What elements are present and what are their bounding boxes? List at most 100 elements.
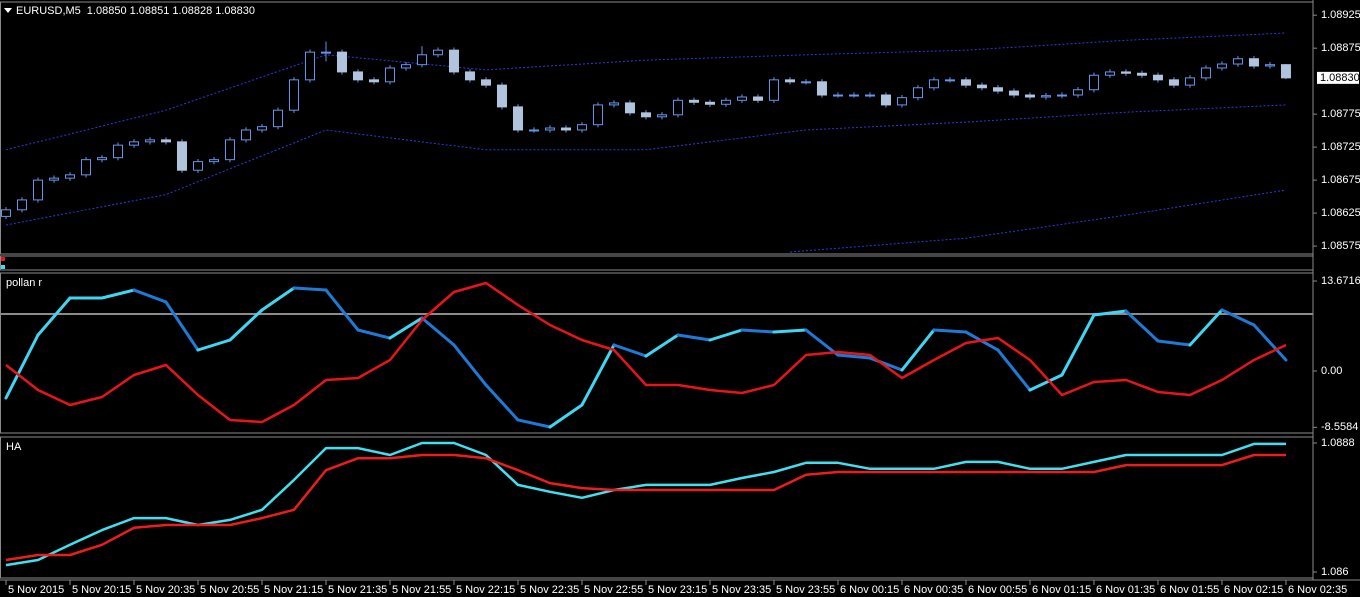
x-tick-label: 6 Nov 01:55 — [1160, 584, 1219, 596]
candle-body — [464, 71, 475, 81]
envelope-band — [5, 32, 1287, 151]
candle-body — [1088, 74, 1099, 91]
candle-body — [848, 94, 859, 97]
candle-body — [608, 102, 619, 106]
x-tick-label: 6 Nov 01:15 — [1032, 584, 1091, 596]
candle-body — [640, 112, 651, 118]
candle-body — [1120, 71, 1131, 74]
candle-body — [672, 99, 683, 116]
candle-body — [1152, 74, 1163, 81]
indicator-segment — [356, 328, 392, 340]
candle-body — [1024, 94, 1035, 98]
candle-body — [224, 139, 235, 161]
envelope-band — [789, 189, 1287, 253]
candle-body — [880, 94, 891, 106]
candle-body — [928, 79, 939, 89]
candle-body — [144, 139, 155, 143]
indicator-segment — [1028, 373, 1064, 392]
candle-body — [384, 67, 395, 83]
candle-body — [416, 54, 427, 66]
candle-body — [1216, 63, 1227, 69]
x-tick-label: 5 Nov 22:55 — [584, 584, 643, 596]
indicator-segment — [804, 328, 840, 357]
candle-body — [592, 104, 603, 126]
indicator-segment — [740, 328, 776, 334]
panel-frame — [0, 1, 1314, 255]
candle-body — [336, 51, 347, 73]
indicator-segment — [132, 288, 168, 304]
y-tick-label: 1.08875 — [1321, 42, 1360, 54]
y-tick-label: 1.08575 — [1321, 240, 1360, 252]
indicator-segment — [1188, 308, 1224, 347]
candle-body — [528, 129, 539, 132]
x-tick-label: 5 Nov 22:15 — [456, 584, 515, 596]
candle-body — [32, 179, 43, 201]
indicator-segment — [612, 343, 648, 358]
candle-body — [992, 87, 1003, 92]
candle-body — [480, 79, 491, 86]
y-tick-label: 0.00 — [1321, 365, 1342, 377]
candle-body — [576, 124, 587, 131]
y-tick-label: 13.6716 — [1321, 275, 1360, 287]
x-tick-label: 6 Nov 01:35 — [1096, 584, 1155, 596]
x-tick-label: 6 Nov 02:35 — [1288, 584, 1347, 596]
candle-body — [0, 209, 11, 217]
candle-body — [1008, 90, 1019, 96]
indicator-segment — [100, 288, 136, 300]
indicator-segment — [676, 333, 712, 342]
indicator-strip — [0, 255, 1314, 271]
x-tick-label: 5 Nov 23:35 — [712, 584, 771, 596]
candle-body — [784, 79, 795, 83]
indicator-line — [5, 441, 1286, 567]
indicator-segment — [996, 348, 1032, 392]
indicator-line — [5, 281, 1287, 424]
candle-body — [320, 51, 331, 54]
indicator-segment — [260, 286, 296, 312]
indicator-segment — [1156, 339, 1192, 347]
indicator-segment — [196, 338, 232, 352]
indicator-segment — [4, 333, 40, 400]
candle-body — [560, 127, 571, 131]
indicator-segment — [1092, 309, 1128, 317]
indicator-line — [5, 453, 1286, 562]
x-tick-label: 5 Nov 23:15 — [648, 584, 707, 596]
x-tick-label: 5 Nov 21:55 — [392, 584, 451, 596]
title-arrow — [4, 8, 12, 13]
x-tick-label: 5 Nov 2015 — [8, 584, 64, 596]
indicator-segment — [452, 343, 488, 387]
candle-body — [832, 94, 843, 97]
indicator-segment — [580, 343, 616, 407]
candle-body — [128, 141, 139, 146]
indicator-segment — [772, 328, 808, 334]
candle-body — [624, 102, 635, 114]
indicator-segment — [1252, 323, 1288, 362]
indicator-segment — [1124, 309, 1160, 343]
x-tick-label: 5 Nov 20:15 — [72, 584, 131, 596]
envelope-band — [5, 104, 1287, 226]
indicator-segment — [484, 383, 520, 422]
candle-body — [688, 99, 699, 103]
indicator-segment — [292, 286, 328, 292]
candle-body — [1232, 58, 1243, 65]
y-tick-label: 1.08775 — [1321, 108, 1360, 120]
candle-body — [272, 109, 283, 128]
y-tick-label: 1.086 — [1321, 566, 1349, 578]
candle-body — [400, 64, 411, 69]
candle-body — [16, 199, 27, 211]
candle-body — [768, 79, 779, 101]
candle-body — [816, 81, 827, 96]
x-tick-label: 5 Nov 21:35 — [328, 584, 387, 596]
chart-title: EURUSD,M5 — [16, 5, 81, 17]
candle-body — [1184, 77, 1195, 86]
candle-body — [208, 159, 219, 163]
x-tick-label: 5 Nov 20:55 — [200, 584, 259, 596]
candle-body — [240, 129, 251, 141]
chart-ohlc: 1.08850 1.08851 1.08828 1.08830 — [87, 5, 255, 17]
indicator-segment — [836, 353, 872, 360]
strip-marker — [1, 265, 5, 269]
candle-body — [1056, 94, 1067, 97]
candle-body — [112, 144, 123, 159]
candle-body — [48, 177, 59, 181]
candle-body — [512, 106, 523, 131]
